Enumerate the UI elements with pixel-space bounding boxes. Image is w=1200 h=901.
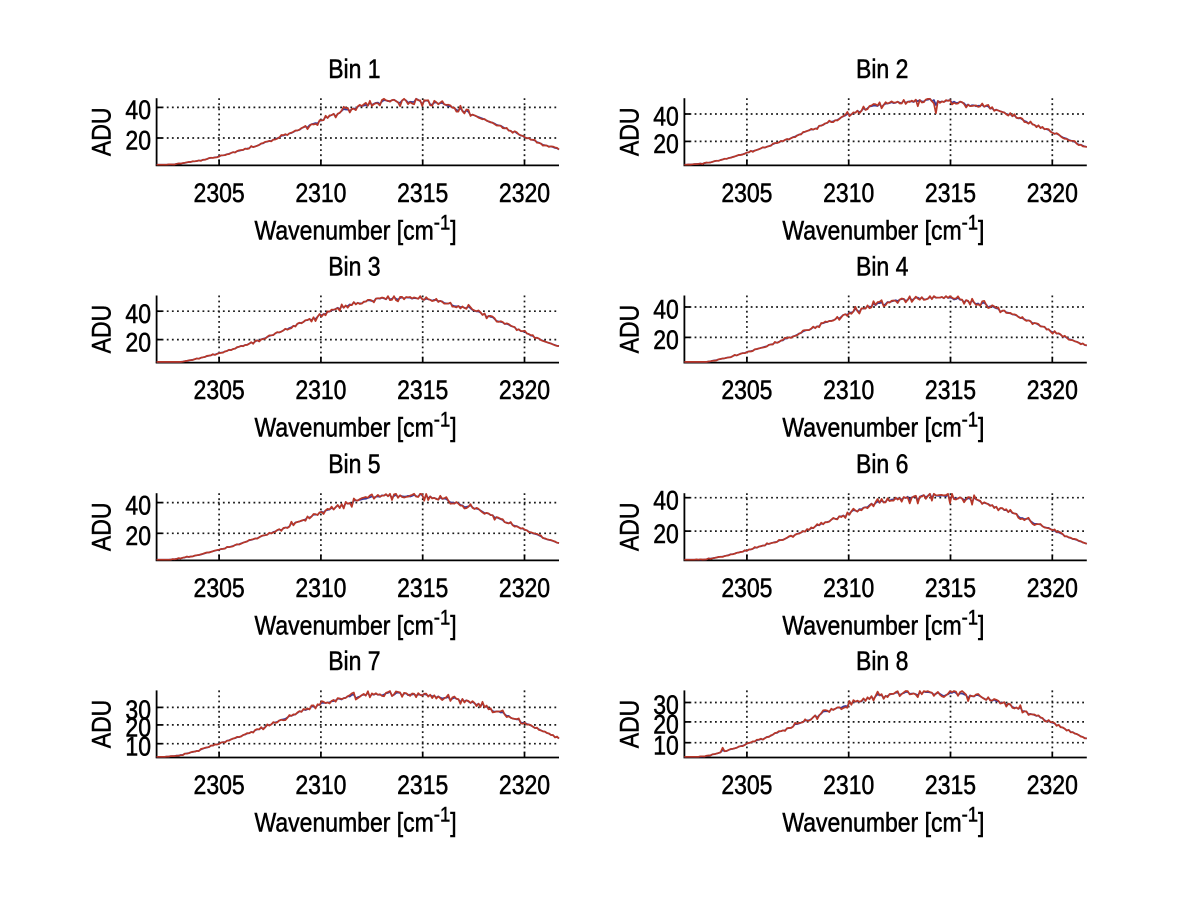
svg-text:2310: 2310 — [823, 178, 874, 208]
svg-text:2320: 2320 — [499, 376, 550, 406]
svg-text:Bin 4: Bin 4 — [856, 252, 908, 282]
svg-text:2305: 2305 — [721, 770, 772, 800]
svg-text:ADU: ADU — [87, 503, 117, 552]
svg-text:2315: 2315 — [397, 573, 448, 603]
svg-text:40: 40 — [125, 95, 151, 125]
svg-text:Bin 8: Bin 8 — [856, 647, 908, 677]
svg-text:40: 40 — [125, 491, 151, 521]
svg-text:2315: 2315 — [925, 770, 976, 800]
svg-text:10: 10 — [125, 732, 151, 762]
svg-text:Wavenumber [cm-1]: Wavenumber [cm-1] — [782, 803, 984, 838]
svg-text:20: 20 — [653, 710, 679, 740]
svg-text:ADU: ADU — [615, 108, 645, 157]
svg-text:40: 40 — [653, 102, 679, 132]
svg-text:2320: 2320 — [1027, 573, 1078, 603]
svg-text:2310: 2310 — [295, 376, 346, 406]
svg-text:2305: 2305 — [194, 178, 245, 208]
svg-text:2315: 2315 — [925, 376, 976, 406]
svg-text:2305: 2305 — [721, 573, 772, 603]
svg-text:20: 20 — [125, 328, 151, 358]
svg-text:20: 20 — [653, 129, 679, 159]
svg-text:Wavenumber [cm-1]: Wavenumber [cm-1] — [782, 408, 984, 443]
svg-text:Wavenumber [cm-1]: Wavenumber [cm-1] — [782, 606, 984, 641]
svg-text:2315: 2315 — [925, 178, 976, 208]
svg-text:Bin 5: Bin 5 — [328, 449, 380, 479]
svg-text:ADU: ADU — [87, 700, 117, 749]
svg-text:20: 20 — [125, 126, 151, 156]
svg-text:ADU: ADU — [87, 305, 117, 354]
svg-text:2315: 2315 — [397, 178, 448, 208]
svg-text:2305: 2305 — [194, 770, 245, 800]
svg-text:2310: 2310 — [823, 376, 874, 406]
svg-text:2320: 2320 — [1027, 178, 1078, 208]
svg-text:2320: 2320 — [499, 770, 550, 800]
svg-text:2305: 2305 — [194, 376, 245, 406]
svg-text:30: 30 — [125, 695, 151, 725]
svg-text:2315: 2315 — [397, 770, 448, 800]
svg-text:40: 40 — [653, 486, 679, 516]
svg-text:2310: 2310 — [295, 178, 346, 208]
svg-text:ADU: ADU — [615, 305, 645, 354]
svg-text:Wavenumber [cm-1]: Wavenumber [cm-1] — [255, 211, 457, 246]
svg-text:10: 10 — [653, 731, 679, 761]
svg-text:ADU: ADU — [615, 700, 645, 749]
svg-text:2320: 2320 — [1027, 376, 1078, 406]
svg-text:20: 20 — [653, 519, 679, 549]
svg-text:2305: 2305 — [721, 178, 772, 208]
svg-text:20: 20 — [653, 325, 679, 355]
svg-text:2305: 2305 — [721, 376, 772, 406]
svg-text:2315: 2315 — [397, 376, 448, 406]
svg-text:2320: 2320 — [499, 178, 550, 208]
svg-text:Bin 2: Bin 2 — [856, 54, 908, 84]
svg-text:Wavenumber [cm-1]: Wavenumber [cm-1] — [255, 606, 457, 641]
svg-text:Bin 3: Bin 3 — [328, 252, 380, 282]
svg-text:2310: 2310 — [823, 770, 874, 800]
svg-text:2310: 2310 — [823, 573, 874, 603]
svg-text:2310: 2310 — [295, 770, 346, 800]
svg-text:Bin 7: Bin 7 — [328, 647, 380, 677]
svg-text:2305: 2305 — [194, 573, 245, 603]
svg-text:ADU: ADU — [615, 503, 645, 552]
svg-text:Wavenumber [cm-1]: Wavenumber [cm-1] — [255, 803, 457, 838]
svg-text:20: 20 — [125, 521, 151, 551]
svg-text:2315: 2315 — [925, 573, 976, 603]
svg-text:30: 30 — [653, 691, 679, 721]
svg-text:2310: 2310 — [295, 573, 346, 603]
svg-text:20: 20 — [125, 713, 151, 743]
svg-text:40: 40 — [125, 299, 151, 329]
svg-text:Bin 1: Bin 1 — [328, 54, 380, 84]
svg-text:2320: 2320 — [499, 573, 550, 603]
svg-text:Bin 6: Bin 6 — [856, 449, 908, 479]
svg-text:Wavenumber [cm-1]: Wavenumber [cm-1] — [782, 211, 984, 246]
svg-text:ADU: ADU — [87, 108, 117, 157]
svg-text:Wavenumber [cm-1]: Wavenumber [cm-1] — [255, 408, 457, 443]
svg-text:40: 40 — [653, 295, 679, 325]
svg-text:2320: 2320 — [1027, 770, 1078, 800]
